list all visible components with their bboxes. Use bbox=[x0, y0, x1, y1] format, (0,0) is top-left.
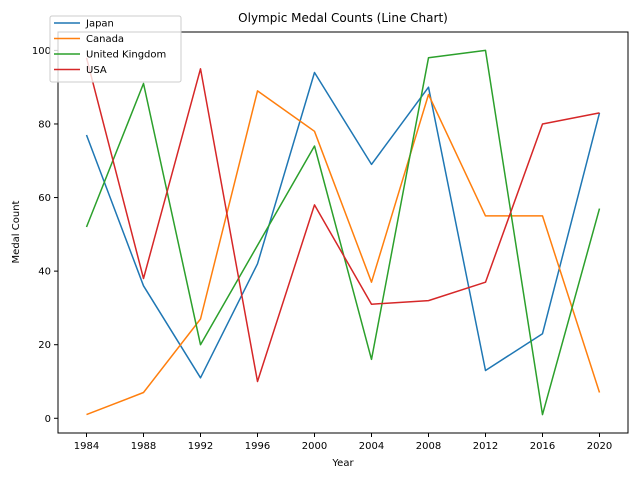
chart-title: Olympic Medal Counts (Line Chart) bbox=[238, 11, 448, 25]
x-tick-label: 1984 bbox=[74, 441, 99, 452]
x-tick-label: 2004 bbox=[359, 441, 384, 452]
x-tick-label: 1988 bbox=[131, 441, 156, 452]
x-tick-label: 2008 bbox=[416, 441, 441, 452]
series-line-united-kingdom bbox=[85, 49, 601, 416]
x-tick-label: 1992 bbox=[188, 441, 213, 452]
y-tick-label: 100 bbox=[32, 46, 51, 57]
y-tick-label: 40 bbox=[38, 267, 51, 278]
plot-area bbox=[57, 31, 629, 434]
x-axis-label: Year bbox=[331, 458, 354, 469]
x-axis: 1984 1988 1992 1996 2000 2004 2008 2012 2016 2020 bbox=[74, 433, 612, 452]
y-tick-label: 0 bbox=[45, 414, 51, 425]
y-tick-label: 80 bbox=[38, 119, 51, 130]
legend-label: Canada bbox=[86, 34, 124, 45]
x-tick-label: 2000 bbox=[302, 441, 327, 452]
series-line-canada bbox=[86, 90, 601, 416]
series-lines bbox=[85, 49, 601, 416]
legend-box bbox=[49, 15, 182, 83]
x-tick-label: 2012 bbox=[473, 441, 498, 452]
legend-label: USA bbox=[86, 65, 107, 76]
y-axis-label: Medal Count bbox=[11, 200, 22, 263]
y-tick-label: 60 bbox=[38, 193, 51, 204]
series-line-usa bbox=[85, 57, 600, 383]
legend: Japan Canada United Kingdom USA bbox=[49, 15, 182, 83]
x-tick-label: 2016 bbox=[530, 441, 555, 452]
series-line-japan bbox=[85, 71, 601, 379]
legend-label: Japan bbox=[85, 19, 114, 30]
x-tick-label: 1996 bbox=[245, 441, 270, 452]
x-tick-label: 2020 bbox=[587, 441, 612, 452]
legend-label: United Kingdom bbox=[86, 50, 166, 61]
y-tick-label: 20 bbox=[38, 340, 51, 351]
y-axis: 0 20 40 60 80 100 bbox=[32, 46, 58, 425]
